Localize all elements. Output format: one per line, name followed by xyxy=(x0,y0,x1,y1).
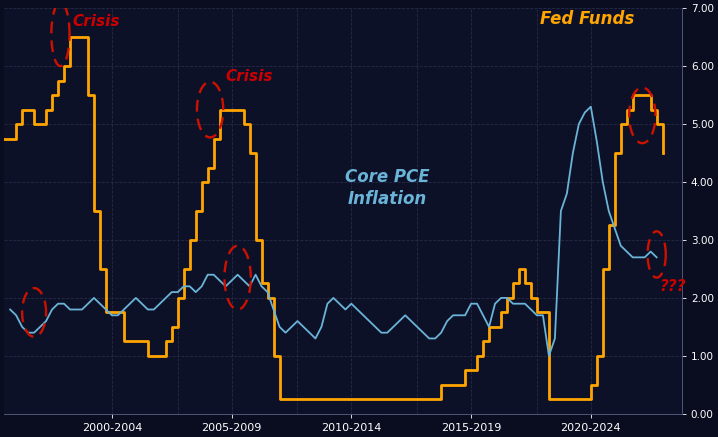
Text: ???: ??? xyxy=(659,279,686,294)
Text: Core PCE
Inflation: Core PCE Inflation xyxy=(345,168,429,208)
Text: Crisis: Crisis xyxy=(225,69,273,83)
Text: Fed Funds: Fed Funds xyxy=(540,10,634,28)
Text: Crisis: Crisis xyxy=(73,14,120,28)
